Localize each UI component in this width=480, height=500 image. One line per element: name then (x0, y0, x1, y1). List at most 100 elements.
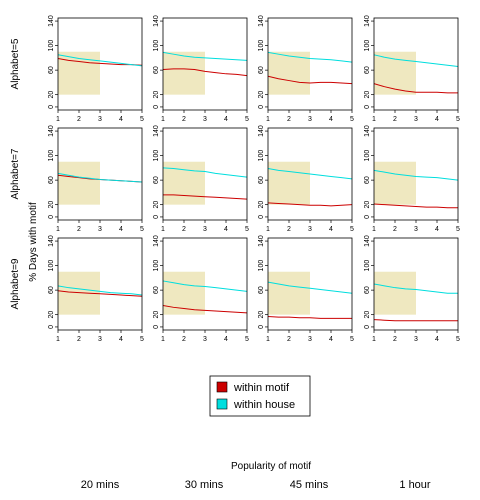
x-tick-label: 3 (98, 116, 102, 123)
y-tick-label: 60 (364, 66, 371, 74)
y-tick-label: 140 (153, 15, 160, 27)
y-tick-label: 0 (48, 105, 55, 109)
series-line-within-house (267, 51, 353, 63)
x-tick-label: 2 (393, 116, 397, 123)
x-tick-label: 1 (56, 116, 60, 123)
y-tick-label: 140 (258, 235, 265, 247)
x-tick-label: 1 (266, 336, 270, 343)
panel-r3-c1: 1 2 3 4 5 0 20 60 100 140 (48, 235, 144, 343)
panel-r2-c1: 1 2 3 4 5 0 20 60 100 140 (48, 125, 144, 233)
x-tick-label: 3 (98, 226, 102, 233)
y-tick-label: 60 (153, 176, 160, 184)
highlight-region (163, 161, 205, 205)
y-tick-label: 0 (153, 325, 160, 329)
x-tick-label: 5 (456, 226, 460, 233)
x-tick-label: 5 (245, 116, 249, 123)
highlight-region (268, 271, 310, 315)
y-tick-label: 100 (364, 260, 371, 272)
highlight-region (374, 51, 416, 95)
x-tick-label: 3 (308, 336, 312, 343)
highlight-region (374, 271, 416, 315)
x-tick-label: 3 (308, 226, 312, 233)
x-tick-label: 4 (329, 226, 333, 233)
y-tick-label: 20 (364, 311, 371, 319)
column-label-20-mins: 20 mins (81, 479, 120, 491)
series-line-within-motif (162, 304, 248, 314)
x-tick-label: 5 (350, 226, 354, 233)
series-line-within-house (373, 169, 459, 181)
y-tick-label: 140 (364, 125, 371, 137)
y-tick-label: 100 (153, 40, 160, 52)
y-tick-label: 20 (364, 91, 371, 99)
series-line-within-house (373, 283, 458, 294)
panel-r3-c3: 1 2 3 4 5 0 20 60 100 140 (258, 235, 354, 343)
x-tick-label: 2 (393, 226, 397, 233)
y-tick-label: 100 (153, 150, 160, 162)
y-tick-label: 0 (258, 215, 265, 219)
y-tick-label: 20 (258, 201, 265, 209)
y-tick-label: 60 (258, 66, 265, 74)
x-tick-label: 4 (435, 336, 439, 343)
x-tick-label: 2 (287, 336, 291, 343)
x-tick-label: 1 (372, 116, 376, 123)
y-tick-label: 0 (258, 105, 265, 109)
series-line-within-motif (162, 68, 248, 77)
y-tick-label: 60 (364, 176, 371, 184)
series-line-within-house (162, 280, 248, 292)
y-tick-label: 20 (153, 311, 160, 319)
x-tick-label: 1 (372, 226, 376, 233)
series-line-within-motif (57, 290, 143, 297)
y-tick-label: 20 (153, 91, 160, 99)
y-tick-label: 100 (258, 150, 265, 162)
y-tick-label: 20 (48, 311, 55, 319)
y-tick-label: 20 (364, 201, 371, 209)
legend-swatch-within-motif (216, 381, 228, 393)
x-tick-label: 2 (77, 226, 81, 233)
x-tick-label: 4 (329, 116, 333, 123)
x-tick-label: 3 (203, 116, 207, 123)
x-axis-title: Popularity of motif (231, 461, 311, 472)
series-line-within-house (57, 54, 143, 67)
y-tick-label: 60 (48, 286, 55, 294)
x-tick-label: 5 (350, 336, 354, 343)
x-tick-label: 3 (203, 336, 207, 343)
highlight-region (163, 51, 205, 95)
y-tick-label: 60 (364, 286, 371, 294)
y-tick-label: 20 (48, 201, 55, 209)
series-line-within-house (162, 167, 248, 178)
y-tick-label: 0 (364, 105, 371, 109)
y-tick-label: 0 (153, 105, 160, 109)
y-tick-label: 100 (258, 40, 265, 52)
x-tick-label: 4 (435, 226, 439, 233)
x-tick-label: 1 (161, 336, 165, 343)
y-tick-label: 100 (153, 260, 160, 272)
x-tick-label: 5 (456, 336, 460, 343)
x-tick-label: 5 (245, 336, 249, 343)
x-tick-label: 4 (224, 226, 228, 233)
y-tick-label: 0 (48, 325, 55, 329)
y-tick-label: 0 (153, 215, 160, 219)
x-tick-label: 4 (119, 336, 123, 343)
x-tick-label: 2 (393, 336, 397, 343)
x-tick-label: 2 (182, 336, 186, 343)
panel-r3-c2: 1 2 3 4 5 0 20 60 100 140 (153, 235, 249, 343)
row-label-alphabet-5: Alphabet=5 (10, 38, 21, 89)
x-tick-label: 2 (182, 226, 186, 233)
legend-label-within-house: within house (233, 399, 295, 411)
series-line-within-motif (373, 203, 458, 209)
series-line-within-house (57, 172, 143, 183)
x-tick-label: 5 (456, 116, 460, 123)
x-tick-label: 1 (161, 116, 165, 123)
series-line-within-house (162, 51, 248, 61)
panel-r1-c1: 1 2 3 4 5 0 20 60 100 140 (48, 15, 144, 123)
x-tick-label: 4 (435, 116, 439, 123)
y-tick-label: 20 (153, 201, 160, 209)
y-tick-label: 0 (364, 215, 371, 219)
series-line-within-motif (267, 202, 353, 207)
panel-r1-c4: 1 2 3 4 5 0 20 60 100 140 (364, 15, 460, 123)
y-tick-label: 60 (48, 176, 55, 184)
highlight-region (163, 271, 205, 315)
x-tick-label: 1 (56, 336, 60, 343)
panel-r3-c4: 1 2 3 4 5 0 20 60 100 140 (364, 235, 460, 343)
